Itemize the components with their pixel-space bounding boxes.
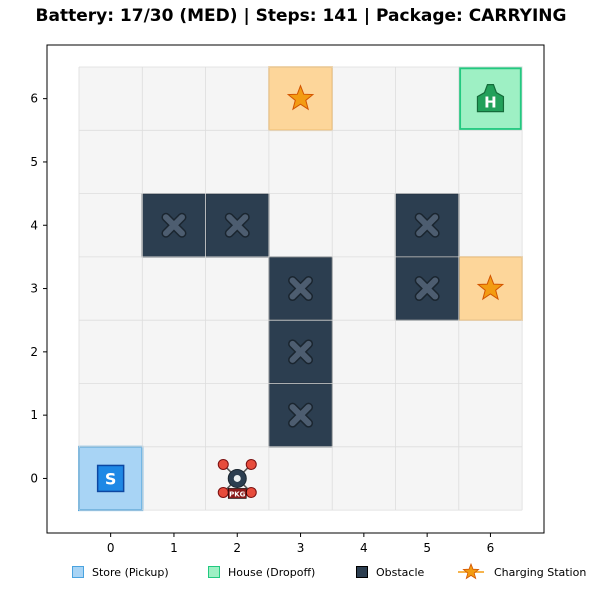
legend: Store (Pickup) House (Dropoff) Obstacle … (0, 560, 602, 584)
y-tick-label: 0 (30, 471, 38, 485)
y-tick-label: 1 (30, 408, 38, 422)
drone-rotor (217, 486, 229, 498)
x-tick-label: 5 (423, 541, 431, 555)
x-mark-icon (288, 276, 314, 302)
store-icon-label: S (105, 469, 117, 488)
drone-icon: PKG (217, 458, 257, 499)
y-tick-label: 4 (30, 218, 38, 232)
x-mark-icon (414, 212, 440, 238)
x-tick-label: 3 (297, 541, 305, 555)
x-tick-label: 1 (170, 541, 178, 555)
x-tick-label: 6 (487, 541, 495, 555)
package-badge (227, 488, 247, 499)
y-tick-label: 6 (30, 92, 38, 106)
x-mark-icon (288, 402, 314, 428)
x-mark-icon (414, 276, 440, 302)
charging-star-icon (286, 84, 315, 111)
status-title: Battery: 17/30 (MED) | Steps: 141 | Pack… (35, 6, 567, 26)
legend-item-store: Store (Pickup) (72, 560, 169, 584)
store-icon: S (96, 464, 125, 493)
x-mark-icon (288, 339, 314, 365)
legend-star-icon (458, 562, 484, 580)
package-badge-label: PKG (229, 490, 246, 498)
x-tick-label: 4 (360, 541, 368, 555)
x-tick-label: 0 (107, 541, 115, 555)
x-mark-icon (224, 212, 250, 238)
drone-rotor (217, 458, 229, 470)
y-tick-label: 2 (30, 345, 38, 359)
legend-label-charging: Charging Station (494, 565, 587, 579)
legend-item-charging: Charging Station (456, 560, 586, 584)
legend-item-obstacle: Obstacle (356, 560, 424, 584)
drone-rotor (245, 458, 257, 470)
drone-rotor (245, 486, 257, 498)
y-tick-label: 3 (30, 282, 38, 296)
legend-label-obstacle: Obstacle (376, 565, 425, 579)
x-mark-icon (161, 212, 187, 238)
charging-star-icon (476, 274, 505, 301)
legend-item-house: House (Dropoff) (208, 560, 315, 584)
legend-swatch-obstacle (356, 566, 368, 578)
house-icon: H (476, 84, 505, 113)
grid-board: S H PKG 0 1 2 3 4 5 6 0 1 2 3 4 5 6 (30, 44, 545, 555)
legend-swatch-store (72, 566, 84, 578)
house-icon-label: H (484, 94, 497, 112)
y-tick-label: 5 (30, 155, 38, 169)
legend-label-house: House (Dropoff) (228, 565, 316, 579)
legend-swatch-house (208, 566, 220, 578)
legend-label-store: Store (Pickup) (92, 565, 169, 579)
x-tick-label: 2 (233, 541, 241, 555)
